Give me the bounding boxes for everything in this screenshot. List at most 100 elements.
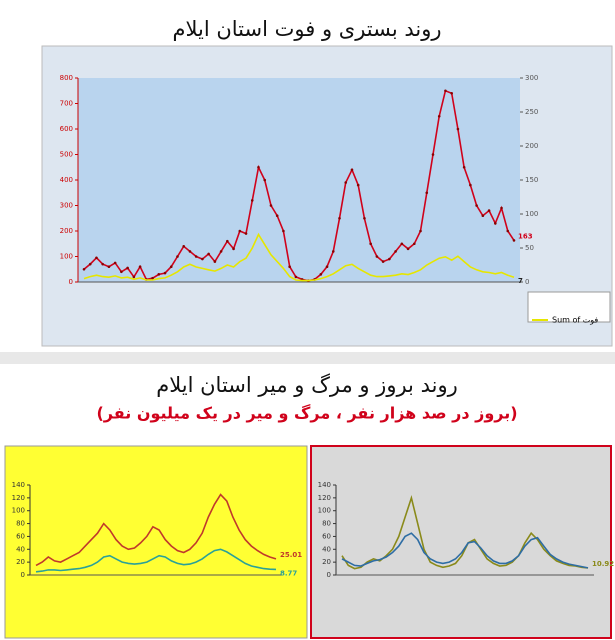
point (325, 265, 329, 269)
y-tick-label: 120 (12, 494, 25, 502)
series-line (341, 532, 589, 569)
section-title: روند بروز و مرگ و میر استان ایلام (156, 373, 457, 397)
point (88, 262, 92, 266)
y2-tick-label: 0 (525, 278, 529, 286)
point (244, 232, 248, 235)
y-tick-label: 0 (69, 278, 73, 286)
y-tick-label: 400 (60, 176, 73, 184)
point (138, 265, 142, 269)
point (226, 239, 229, 243)
legend-box (527, 291, 611, 323)
series-line (35, 548, 277, 573)
point (394, 250, 397, 253)
section-subtitle: (بروز در صد هزار نفر ، مرگ و میر در یک م… (96, 404, 517, 423)
point (232, 247, 235, 251)
point (250, 199, 254, 202)
point (182, 245, 186, 248)
point (201, 257, 204, 261)
point (331, 250, 335, 253)
end-label: 10.92 (592, 560, 614, 568)
y-tick-label: 40 (16, 545, 25, 553)
y2-tick-label: 150 (525, 176, 538, 184)
point (375, 255, 379, 258)
y2-tick-label: 300 (525, 74, 538, 82)
y-tick-label: 140 (318, 481, 331, 489)
y-tick-label: 500 (60, 151, 73, 159)
y-tick-label: 200 (60, 227, 73, 235)
plot-area (336, 485, 594, 575)
point (319, 273, 323, 276)
point (113, 261, 117, 265)
y-tick-label: 140 (12, 481, 25, 489)
point (219, 250, 223, 253)
point (282, 229, 285, 233)
series-line (83, 89, 515, 282)
point (388, 257, 391, 261)
point (500, 206, 503, 210)
point (238, 229, 242, 233)
point (419, 229, 422, 233)
point (157, 273, 161, 276)
y2-tick-label: 50 (525, 244, 534, 252)
point (176, 255, 179, 258)
y-tick-label: 600 (60, 125, 73, 133)
point (456, 127, 460, 131)
y-tick-label: 60 (322, 532, 331, 540)
y2-tick-label: 250 (525, 108, 538, 116)
point (269, 204, 273, 207)
point (512, 239, 516, 242)
point (412, 242, 416, 246)
point (163, 271, 167, 275)
y-tick-label: 700 (60, 100, 73, 108)
series-line (83, 232, 515, 282)
plot-area (30, 485, 282, 575)
y-tick-label: 100 (60, 253, 73, 261)
point (475, 204, 478, 207)
point (437, 114, 441, 118)
point (207, 252, 210, 256)
point (494, 222, 497, 225)
point (194, 255, 198, 258)
y-tick-label: 40 (322, 545, 331, 553)
point (487, 209, 491, 212)
point (469, 183, 472, 187)
point (363, 216, 366, 220)
point (126, 266, 129, 270)
point (406, 247, 410, 251)
point (188, 250, 192, 253)
point (431, 153, 435, 156)
point (369, 242, 372, 246)
y-tick-label: 20 (16, 558, 25, 566)
point (338, 216, 341, 220)
y-tick-label: 120 (318, 494, 331, 502)
legend-label: Sum of فوت (552, 316, 598, 325)
point (400, 242, 404, 246)
y-tick-label: 100 (12, 507, 25, 515)
y2-tick-label: 200 (525, 142, 538, 150)
point (263, 178, 267, 182)
point (462, 165, 466, 169)
point (120, 270, 123, 274)
point (82, 267, 86, 271)
point (350, 168, 354, 172)
y-tick-label: 0 (21, 571, 25, 579)
point (344, 181, 348, 184)
point (107, 265, 111, 269)
point (95, 256, 98, 260)
point (257, 165, 260, 169)
y-tick-label: 80 (16, 520, 25, 528)
y-tick-label: 20 (322, 558, 331, 566)
y-tick-label: 0 (327, 571, 331, 579)
chart-title: روند بستری و فوت استان ایلام (172, 17, 441, 41)
divider (0, 352, 615, 364)
point (213, 260, 217, 263)
point (288, 265, 291, 269)
point (356, 183, 360, 187)
point (444, 89, 447, 93)
point (481, 214, 485, 217)
point (101, 262, 104, 266)
point (151, 276, 154, 280)
series-line (35, 493, 277, 567)
plot-area (78, 78, 520, 282)
y-tick-label: 800 (60, 74, 73, 82)
